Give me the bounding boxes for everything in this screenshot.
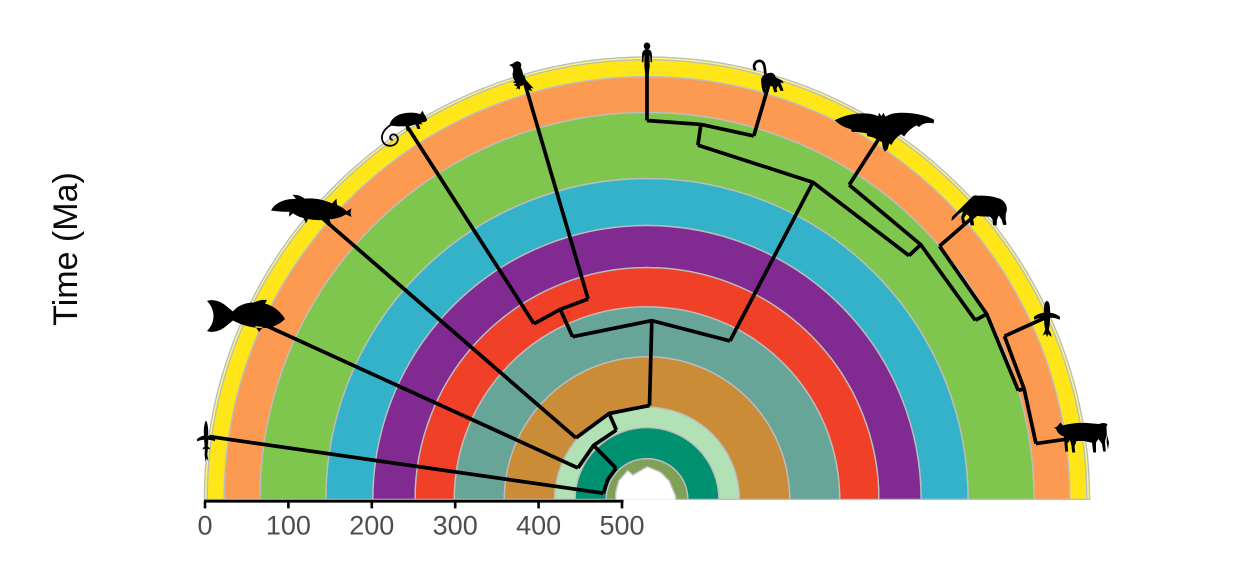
svg-text:Time (Ma): Time (Ma) [47,172,85,326]
svg-text:300: 300 [433,511,478,541]
svg-text:500: 500 [599,511,644,541]
svg-text:200: 200 [349,511,394,541]
svg-text:0: 0 [197,511,212,541]
svg-text:400: 400 [516,511,561,541]
svg-text:100: 100 [266,511,311,541]
